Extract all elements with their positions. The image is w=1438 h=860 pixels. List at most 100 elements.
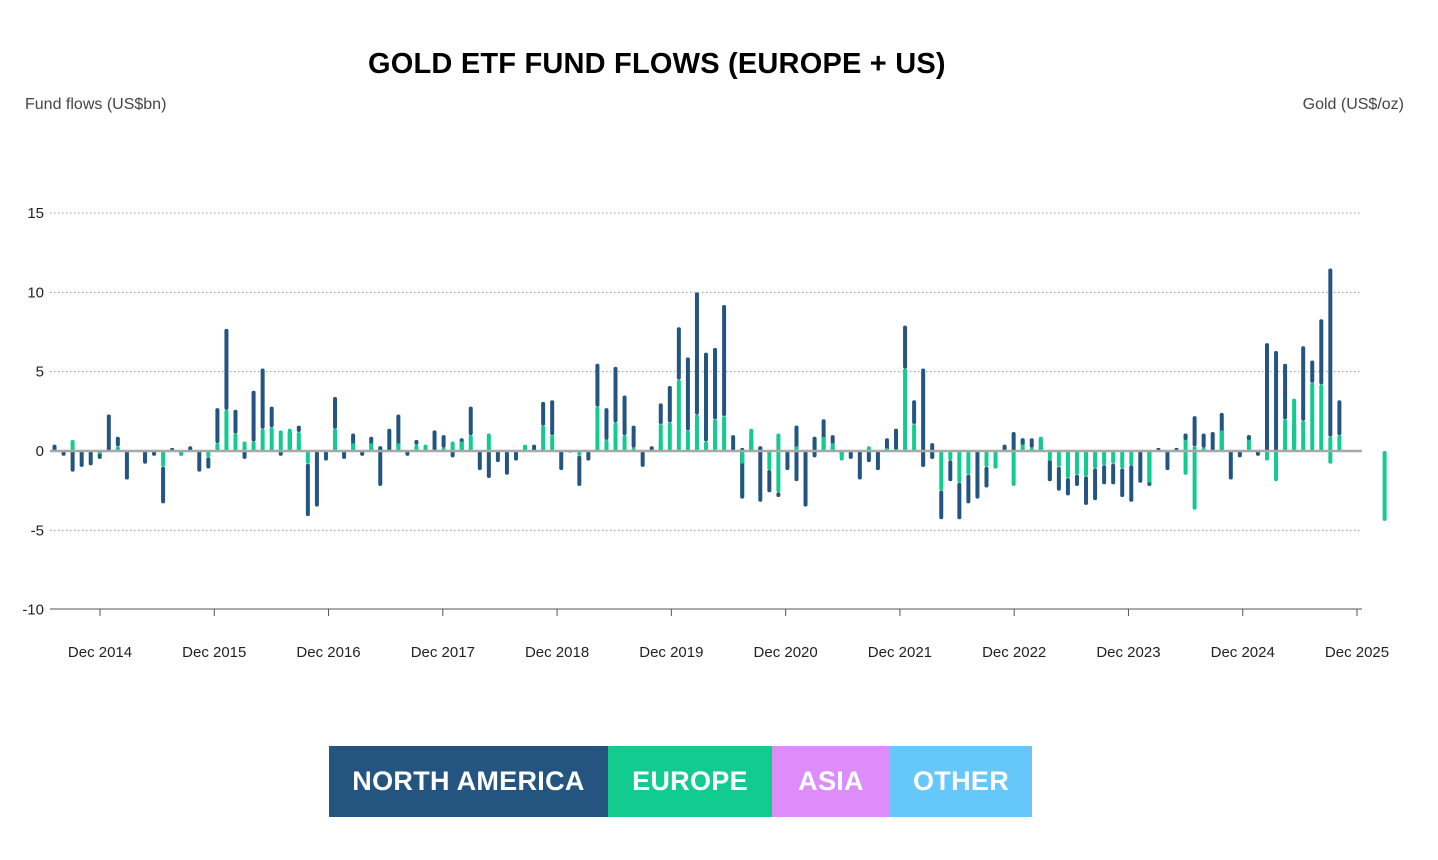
europe-bar <box>1056 451 1061 467</box>
north-america-bar <box>468 406 473 436</box>
north-america-bar <box>957 482 962 520</box>
north-america-bar <box>1328 268 1333 437</box>
north-america-bar <box>894 428 899 450</box>
north-america-bar <box>1020 438 1025 445</box>
europe-bar <box>1111 451 1116 464</box>
north-america-bar <box>830 435 835 445</box>
x-tick-label: Dec 2024 <box>1211 644 1275 661</box>
north-america-bar <box>1065 477 1070 496</box>
north-america-bar <box>1337 400 1342 436</box>
north-america-bar <box>685 357 690 431</box>
north-america-bar <box>260 368 265 429</box>
north-america-bar <box>532 444 537 451</box>
europe-bar <box>1264 451 1269 461</box>
north-america-bar <box>939 490 944 520</box>
north-america-bar <box>785 451 790 471</box>
north-america-bar <box>559 451 564 471</box>
fund-flows-chart: -10 -5 0 5 10 15 Dec 2014 Dec 2015 Dec 2016 Dec 2… <box>22 205 1389 661</box>
europe-bar <box>541 425 546 451</box>
north-america-bar <box>595 363 600 407</box>
x-tick-label: Dec 2021 <box>868 644 932 661</box>
y-tick-label: 10 <box>27 284 44 301</box>
north-america-bar <box>1002 444 1007 451</box>
europe-bar <box>993 451 998 469</box>
y-tick-label: 15 <box>27 205 44 222</box>
europe-bar <box>767 451 772 471</box>
x-tick-label: Dec 2014 <box>68 644 132 661</box>
north-america-bar <box>875 451 880 471</box>
europe-bar <box>233 433 238 451</box>
europe-bar <box>939 451 944 491</box>
north-america-bar <box>477 451 482 471</box>
north-america-bar <box>1310 360 1315 383</box>
north-america-bar <box>704 352 708 442</box>
bars <box>52 268 1387 521</box>
north-america-bar <box>622 395 627 436</box>
north-america-bar <box>486 451 491 478</box>
north-america-bar <box>1183 433 1188 440</box>
europe-bar <box>713 419 718 451</box>
europe-bar <box>740 451 745 464</box>
north-america-bar <box>197 451 202 472</box>
europe-bar <box>269 427 274 451</box>
europe-bar <box>604 441 609 451</box>
north-america-bar <box>1274 351 1279 451</box>
europe-bar <box>830 443 835 451</box>
europe-bar <box>1093 451 1098 469</box>
north-america-bar <box>1102 465 1107 485</box>
north-america-bar <box>396 414 401 448</box>
europe-bar <box>984 451 989 467</box>
north-america-bar <box>631 425 636 448</box>
europe-bar <box>1328 436 1333 451</box>
europe-bar <box>704 441 708 451</box>
europe-bar <box>1310 382 1315 451</box>
north-america-bar <box>432 430 437 451</box>
europe-bar <box>1129 451 1134 466</box>
north-america-bar <box>667 385 672 423</box>
europe-bar <box>694 414 699 451</box>
north-america-bar <box>803 451 808 507</box>
europe-bar <box>459 441 464 451</box>
legend-item-north-america: NORTH AMERICA <box>329 746 608 817</box>
north-america-bar <box>658 403 663 425</box>
europe-bar <box>486 433 491 451</box>
north-america-bar <box>731 435 736 451</box>
europe-bar <box>903 368 908 451</box>
north-america-bar <box>323 451 328 461</box>
north-america-bar <box>215 408 220 444</box>
north-america-bar <box>903 325 908 369</box>
legend-item-asia: ASIA <box>772 746 890 817</box>
north-america-bar <box>586 451 591 461</box>
europe-bar <box>224 409 229 451</box>
legend-item-europe: EUROPE <box>608 746 772 817</box>
north-america-bar <box>495 451 500 463</box>
north-america-bar <box>1210 431 1215 451</box>
x-tick-label: Dec 2022 <box>982 644 1046 661</box>
europe-bar <box>1011 451 1016 486</box>
north-america-bar <box>342 451 347 459</box>
europe-bar <box>215 443 220 451</box>
north-america-bar <box>106 414 111 451</box>
europe-bar <box>685 430 690 451</box>
north-america-bar <box>984 466 989 488</box>
europe-bar <box>821 436 826 451</box>
europe-bar <box>468 435 473 451</box>
north-america-bar <box>1111 463 1116 485</box>
europe-bar <box>776 433 781 451</box>
north-america-bar <box>722 305 727 417</box>
europe-bar <box>1292 398 1297 451</box>
europe-bar <box>1219 430 1224 451</box>
europe-bar <box>161 451 166 467</box>
north-america-bar <box>1237 451 1242 458</box>
north-america-bar <box>1192 416 1197 447</box>
europe-bar <box>1147 451 1152 483</box>
north-america-bar <box>1138 451 1143 483</box>
north-america-bar <box>1093 468 1098 501</box>
north-america-bar <box>948 460 953 482</box>
north-america-bar <box>1264 343 1269 451</box>
x-tick-label: Dec 2017 <box>411 644 475 661</box>
europe-bar <box>1074 451 1079 475</box>
north-america-bar <box>296 425 301 432</box>
north-america-bar <box>387 428 392 451</box>
north-america-bar <box>1056 466 1061 491</box>
